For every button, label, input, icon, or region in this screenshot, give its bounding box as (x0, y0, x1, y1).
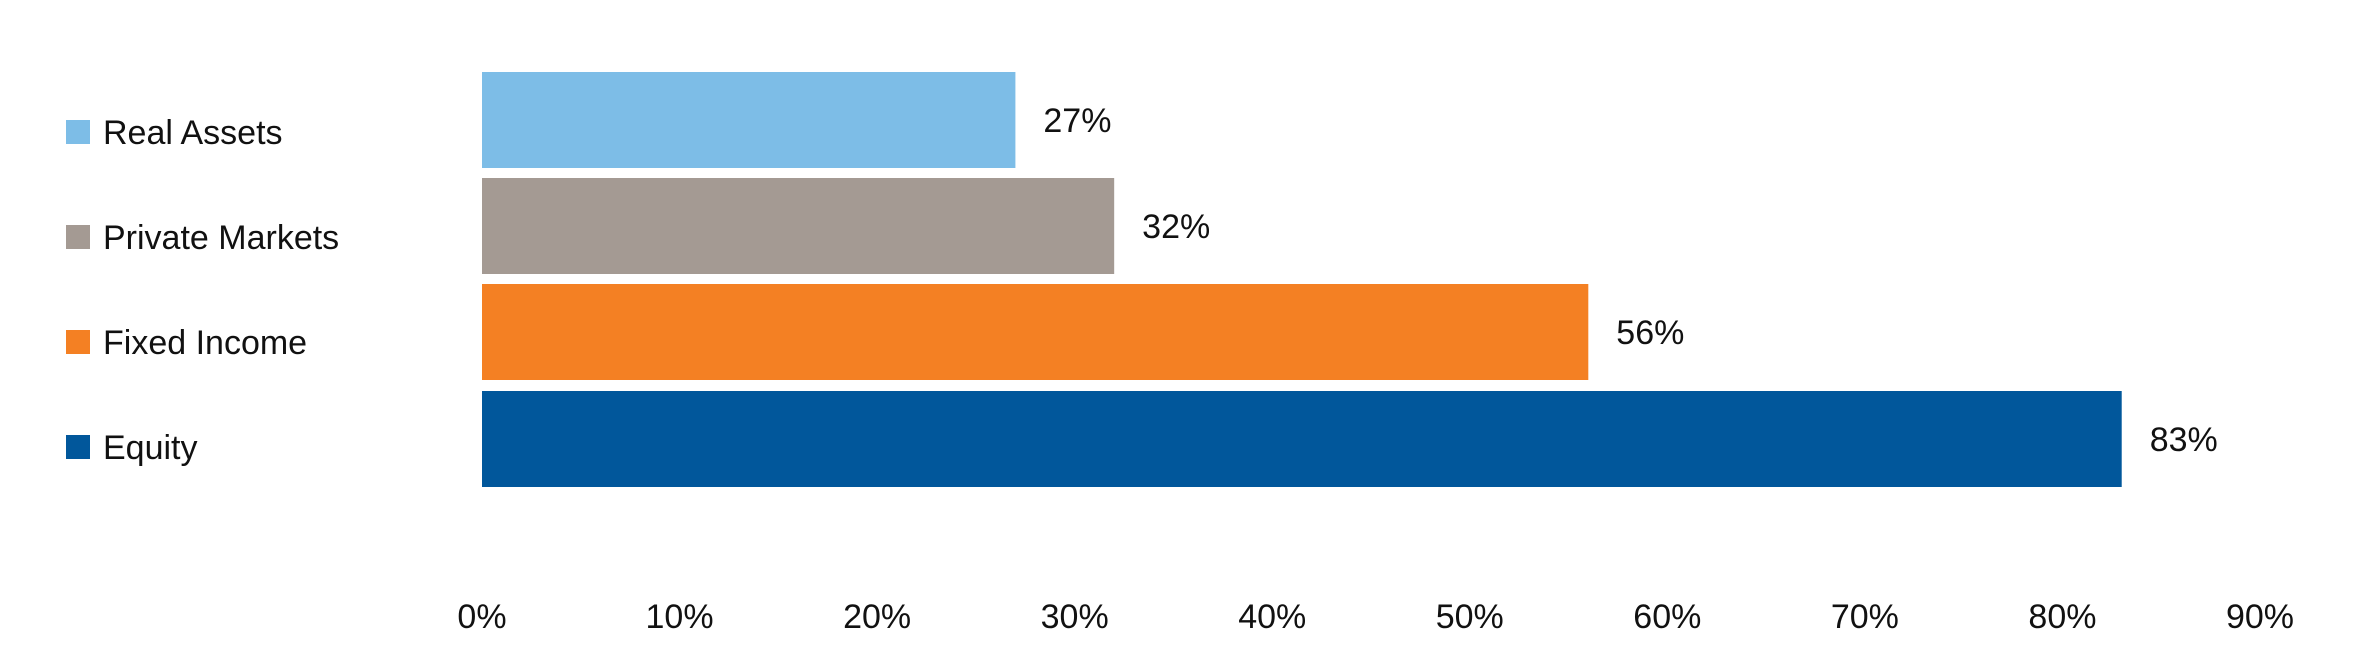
bar-real-assets (482, 72, 1016, 168)
legend-swatch-equity (66, 435, 90, 459)
data-label-fixed-income: 56% (1616, 314, 1684, 352)
bar-private-markets (482, 178, 1115, 274)
legend-swatch-real-assets (66, 120, 90, 144)
legend-swatch-private-markets (66, 225, 90, 249)
data-label-private-markets: 32% (1142, 208, 1210, 246)
legend-label-real-assets: Real Assets (103, 114, 283, 152)
legend-swatch-fixed-income (66, 330, 90, 354)
x-tick-label: 30% (1041, 598, 1109, 636)
data-label-real-assets: 27% (1043, 102, 1111, 140)
bar-fixed-income (482, 284, 1589, 380)
x-tick-label: 0% (457, 598, 506, 636)
x-tick-label: 20% (843, 598, 911, 636)
x-tick-label: 10% (646, 598, 714, 636)
bar-equity (482, 391, 2122, 487)
data-label-equity: 83% (2150, 421, 2218, 459)
x-tick-label: 70% (1831, 598, 1899, 636)
x-tick-label: 50% (1436, 598, 1504, 636)
legend-label-private-markets: Private Markets (103, 219, 340, 257)
legend-label-equity: Equity (103, 429, 198, 467)
x-tick-label: 60% (1633, 598, 1701, 636)
x-tick-label: 80% (2028, 598, 2096, 636)
legend-label-fixed-income: Fixed Income (103, 324, 308, 362)
x-tick-label: 90% (2226, 598, 2294, 636)
x-tick-label: 40% (1238, 598, 1306, 636)
